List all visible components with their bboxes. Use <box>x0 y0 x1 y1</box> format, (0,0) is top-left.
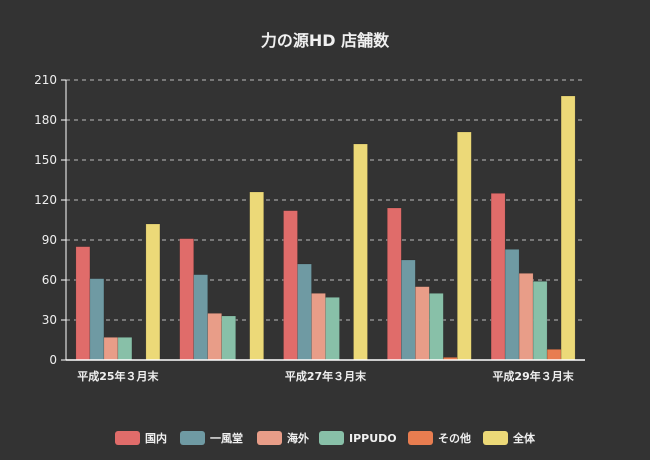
legend-swatch-IPPUDO <box>319 431 344 445</box>
bar-一風堂-3 <box>401 259 416 361</box>
chart-title: 力の源HD 店舗数 <box>261 31 390 50</box>
legend-label-IPPUDO: IPPUDO <box>349 432 397 445</box>
x-axis: 平成25年３月末 平成27年３月末 平成29年３月末 <box>66 359 585 383</box>
legend-label-国内: 国内 <box>145 431 167 445</box>
bar-IPPUDO-3 <box>429 293 444 361</box>
legend-label-一風堂: 一風堂 <box>210 431 243 445</box>
bar-国内-1 <box>179 238 194 361</box>
bar-海外-1 <box>207 313 222 361</box>
y-tick-label: 30 <box>42 313 57 327</box>
bar-国内-4 <box>490 193 506 361</box>
legend-label-全体: 全体 <box>512 431 536 445</box>
x-tick-label: 平成27年３月末 <box>285 369 367 383</box>
bar-海外-4 <box>518 273 534 361</box>
y-axis: 0 30 60 90 120 150 180 210 <box>34 73 67 367</box>
bar-全体-0 <box>145 223 161 361</box>
x-tick-label: 平成29年３月末 <box>492 369 574 383</box>
bar-一風堂-2 <box>297 263 312 361</box>
bar-国内-2 <box>283 210 298 361</box>
bar-IPPUDO-2 <box>325 297 340 361</box>
x-tick-label: 平成25年３月末 <box>77 369 159 383</box>
bar-国内-0 <box>75 246 91 361</box>
y-tick-label: 120 <box>34 193 57 207</box>
y-tick-label: 180 <box>34 113 57 127</box>
bar-一風堂-4 <box>504 249 520 361</box>
legend-swatch-その他 <box>408 431 433 445</box>
bar-IPPUDO-1 <box>221 315 236 361</box>
legend-label-海外: 海外 <box>287 431 309 445</box>
y-tick-label: 90 <box>42 233 57 247</box>
bar-国内-3 <box>387 207 402 361</box>
bar-海外-2 <box>311 293 326 361</box>
bar-全体-4 <box>560 95 576 361</box>
legend-swatch-一風堂 <box>180 431 205 445</box>
bar-海外-0 <box>103 337 119 361</box>
legend-swatch-国内 <box>115 431 140 445</box>
bar-全体-2 <box>353 143 368 361</box>
y-tick-label: 150 <box>34 153 57 167</box>
bar-海外-3 <box>415 286 430 361</box>
legend: 国内 一風堂 海外 IPPUDO その他 全体 <box>115 431 536 445</box>
bar-その他-4 <box>546 349 562 361</box>
bar-全体-3 <box>457 131 472 361</box>
legend-swatch-海外 <box>257 431 282 445</box>
bars <box>75 95 576 361</box>
bar-一風堂-1 <box>193 274 208 361</box>
bar-一風堂-0 <box>89 278 105 361</box>
bar-全体-1 <box>249 191 264 361</box>
legend-swatch-全体 <box>483 431 508 445</box>
bar-IPPUDO-0 <box>117 337 133 361</box>
legend-label-その他: その他 <box>438 431 471 445</box>
y-tick-label: 210 <box>34 73 57 87</box>
bar-IPPUDO-4 <box>532 281 548 361</box>
y-tick-label: 60 <box>42 273 57 287</box>
y-tick-label: 0 <box>49 353 57 367</box>
